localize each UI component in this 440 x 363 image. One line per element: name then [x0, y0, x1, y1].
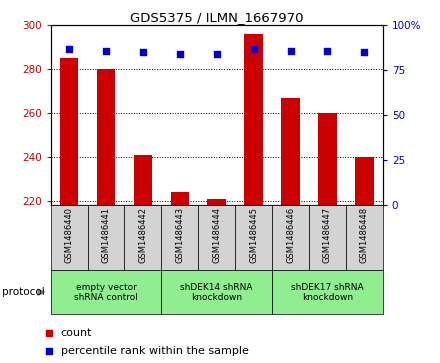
Point: [287, 48, 294, 53]
Bar: [235, 205, 272, 270]
Point: [176, 51, 183, 57]
Point: [213, 51, 220, 57]
Bar: [198, 205, 235, 270]
Bar: [51, 270, 161, 314]
Text: GSM1486448: GSM1486448: [360, 207, 369, 263]
Bar: [281, 98, 300, 205]
Text: GSM1486447: GSM1486447: [323, 207, 332, 263]
Text: percentile rank within the sample: percentile rank within the sample: [61, 346, 249, 356]
Point: [361, 49, 368, 55]
Bar: [60, 58, 78, 205]
Bar: [272, 205, 309, 270]
Text: GSM1486445: GSM1486445: [249, 207, 258, 263]
Bar: [318, 113, 337, 205]
Bar: [208, 199, 226, 205]
Bar: [51, 205, 88, 270]
Point: [139, 49, 147, 55]
Bar: [161, 270, 272, 314]
Bar: [134, 155, 152, 205]
Text: GSM1486440: GSM1486440: [65, 207, 73, 263]
Bar: [97, 69, 115, 205]
Point: [45, 330, 52, 336]
Title: GDS5375 / ILMN_1667970: GDS5375 / ILMN_1667970: [130, 11, 304, 24]
Bar: [309, 205, 346, 270]
Text: GSM1486441: GSM1486441: [102, 207, 110, 263]
Text: GSM1486446: GSM1486446: [286, 207, 295, 263]
Bar: [88, 205, 125, 270]
Bar: [272, 270, 383, 314]
Bar: [244, 34, 263, 205]
Point: [103, 48, 110, 53]
Text: GSM1486442: GSM1486442: [138, 207, 147, 263]
Text: shDEK14 shRNA
knockdown: shDEK14 shRNA knockdown: [180, 282, 253, 302]
Point: [324, 48, 331, 53]
Bar: [171, 192, 189, 205]
Text: GSM1486444: GSM1486444: [212, 207, 221, 263]
Bar: [161, 205, 198, 270]
Text: protocol: protocol: [2, 287, 45, 297]
Bar: [346, 205, 383, 270]
Bar: [355, 157, 374, 205]
Point: [45, 348, 52, 354]
Bar: [125, 205, 161, 270]
Point: [250, 46, 257, 52]
Text: GSM1486443: GSM1486443: [175, 207, 184, 263]
Text: count: count: [61, 328, 92, 338]
Text: empty vector
shRNA control: empty vector shRNA control: [74, 282, 138, 302]
Point: [66, 46, 73, 52]
Text: shDEK17 shRNA
knockdown: shDEK17 shRNA knockdown: [291, 282, 364, 302]
